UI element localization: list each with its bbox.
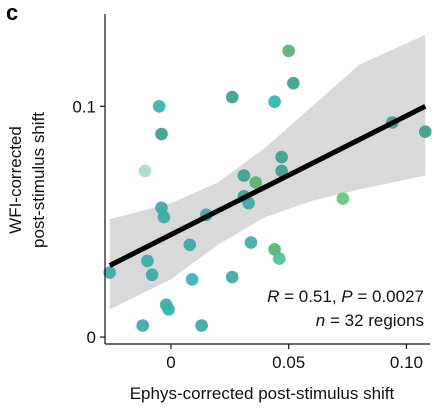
- data-point-30: [336, 192, 350, 205]
- data-point-12: [183, 238, 197, 252]
- confidence-band: [109, 34, 426, 310]
- data-point-2: [136, 319, 149, 332]
- x-axis-title: Ephys-corrected post-stimulus shift: [130, 384, 395, 403]
- x-tick-label-2: 0.05: [272, 353, 305, 372]
- data-point-3: [141, 254, 154, 268]
- labels-layer: R = 0.51, P = 0.0027 n = 32 regions Ephy…: [6, 112, 424, 403]
- data-point-7: [155, 127, 168, 141]
- points-layer: [103, 44, 432, 332]
- y-axis-title-line1: WFI-corrected: [6, 126, 25, 234]
- data-point-5: [145, 268, 159, 282]
- data-point-32: [419, 125, 432, 138]
- data-point-6: [152, 100, 166, 113]
- panel-label: c: [6, 0, 19, 25]
- sample-size-annotation: n = 32 regions: [316, 311, 424, 330]
- y-tick-label-1: 0: [87, 328, 96, 347]
- data-point-25: [273, 252, 286, 265]
- regression-line: [108, 104, 427, 268]
- data-point-4: [138, 164, 152, 178]
- data-point-9: [157, 210, 171, 224]
- data-point-29: [287, 76, 300, 90]
- y-axis-title-line2: post-stimulus shift: [29, 112, 48, 248]
- axes-layer: 0 0.05 0.10 0 0.1: [72, 14, 430, 372]
- fit-line-layer: [108, 104, 427, 268]
- stats-annotation: R = 0.51, P = 0.0027: [267, 287, 424, 306]
- data-point-17: [225, 270, 239, 284]
- data-point-24: [268, 95, 281, 108]
- data-point-11: [162, 303, 175, 316]
- data-point-13: [185, 273, 199, 286]
- data-point-19: [237, 169, 251, 182]
- data-point-22: [249, 176, 262, 189]
- data-point-28: [282, 44, 296, 58]
- confidence-band-layer: [109, 34, 426, 310]
- data-point-16: [225, 90, 239, 104]
- data-point-21: [244, 236, 258, 249]
- x-tick-label-1: 0: [166, 353, 175, 372]
- data-point-1: [103, 266, 116, 279]
- data-point-26: [275, 150, 288, 164]
- data-point-14: [195, 319, 208, 332]
- x-tick-label-3: 0.10: [390, 353, 423, 372]
- data-point-20: [242, 196, 255, 210]
- y-tick-label-2: 0.1: [72, 97, 96, 116]
- data-point-27: [275, 164, 288, 178]
